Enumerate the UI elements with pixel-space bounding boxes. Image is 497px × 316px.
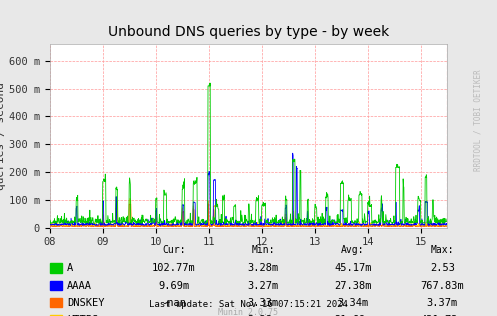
Text: 27.38m: 27.38m [334,281,372,291]
Text: -nan: -nan [162,298,186,308]
Text: Cur:: Cur: [162,245,186,255]
Text: Munin 2.0.75: Munin 2.0.75 [219,308,278,316]
Text: AAAA: AAAA [67,281,92,291]
Text: RRDTOOL / TOBI OETIKER: RRDTOOL / TOBI OETIKER [473,69,482,171]
Text: 102.77m: 102.77m [152,263,196,273]
Text: 3.28m: 3.28m [248,263,279,273]
Text: 3.37m: 3.37m [427,298,458,308]
Text: 2.53: 2.53 [430,263,455,273]
Y-axis label: queries / second: queries / second [0,82,6,190]
Text: Unbound DNS queries by type - by week: Unbound DNS queries by type - by week [108,25,389,39]
Text: A: A [67,263,74,273]
Text: Max:: Max: [430,245,454,255]
Text: 431.72m: 431.72m [420,315,464,316]
Text: 45.17m: 45.17m [334,263,372,273]
Text: 3.27m: 3.27m [248,281,279,291]
Text: 767.83m: 767.83m [420,281,464,291]
Text: -nan: -nan [162,315,186,316]
Text: Last update: Sat Nov 16 07:15:21 2024: Last update: Sat Nov 16 07:15:21 2024 [149,301,348,309]
Text: 3.33m: 3.33m [248,298,279,308]
Text: 3.28m: 3.28m [248,315,279,316]
Text: 21.69m: 21.69m [334,315,372,316]
Text: 9.69m: 9.69m [159,281,189,291]
Text: DNSKEY: DNSKEY [67,298,104,308]
Text: Min:: Min: [251,245,275,255]
Text: HTTPS: HTTPS [67,315,98,316]
Text: Avg:: Avg: [341,245,365,255]
Text: 3.34m: 3.34m [337,298,368,308]
